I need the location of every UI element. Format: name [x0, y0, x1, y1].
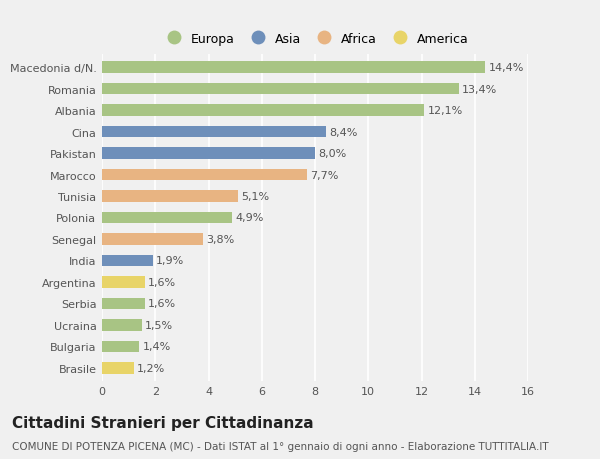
- Text: 5,1%: 5,1%: [241, 191, 269, 202]
- Bar: [102, 255, 152, 267]
- Bar: [102, 341, 139, 353]
- Text: 8,4%: 8,4%: [329, 127, 357, 137]
- Bar: [102, 276, 145, 288]
- Text: 1,5%: 1,5%: [145, 320, 173, 330]
- Bar: [102, 298, 145, 310]
- Bar: [102, 362, 134, 374]
- Text: 13,4%: 13,4%: [462, 84, 497, 95]
- Bar: [102, 234, 203, 246]
- Text: 7,7%: 7,7%: [310, 170, 338, 180]
- Bar: [102, 212, 232, 224]
- Bar: [102, 105, 424, 117]
- Text: Cittadini Stranieri per Cittadinanza: Cittadini Stranieri per Cittadinanza: [12, 415, 314, 431]
- Bar: [102, 169, 307, 181]
- Bar: [102, 126, 326, 138]
- Text: 1,2%: 1,2%: [137, 363, 166, 373]
- Text: 14,4%: 14,4%: [488, 63, 524, 73]
- Text: 8,0%: 8,0%: [318, 149, 346, 159]
- Bar: [102, 84, 459, 95]
- Text: 1,4%: 1,4%: [142, 341, 171, 352]
- Bar: [102, 319, 142, 331]
- Legend: Europa, Asia, Africa, America: Europa, Asia, Africa, America: [161, 33, 469, 45]
- Text: 1,9%: 1,9%: [156, 256, 184, 266]
- Text: 4,9%: 4,9%: [236, 213, 264, 223]
- Bar: [102, 62, 485, 74]
- Text: 3,8%: 3,8%: [206, 235, 235, 245]
- Text: COMUNE DI POTENZA PICENA (MC) - Dati ISTAT al 1° gennaio di ogni anno - Elaboraz: COMUNE DI POTENZA PICENA (MC) - Dati IST…: [12, 441, 548, 451]
- Text: 1,6%: 1,6%: [148, 299, 176, 309]
- Text: 1,6%: 1,6%: [148, 277, 176, 287]
- Bar: [102, 190, 238, 202]
- Bar: [102, 148, 315, 160]
- Text: 12,1%: 12,1%: [427, 106, 463, 116]
